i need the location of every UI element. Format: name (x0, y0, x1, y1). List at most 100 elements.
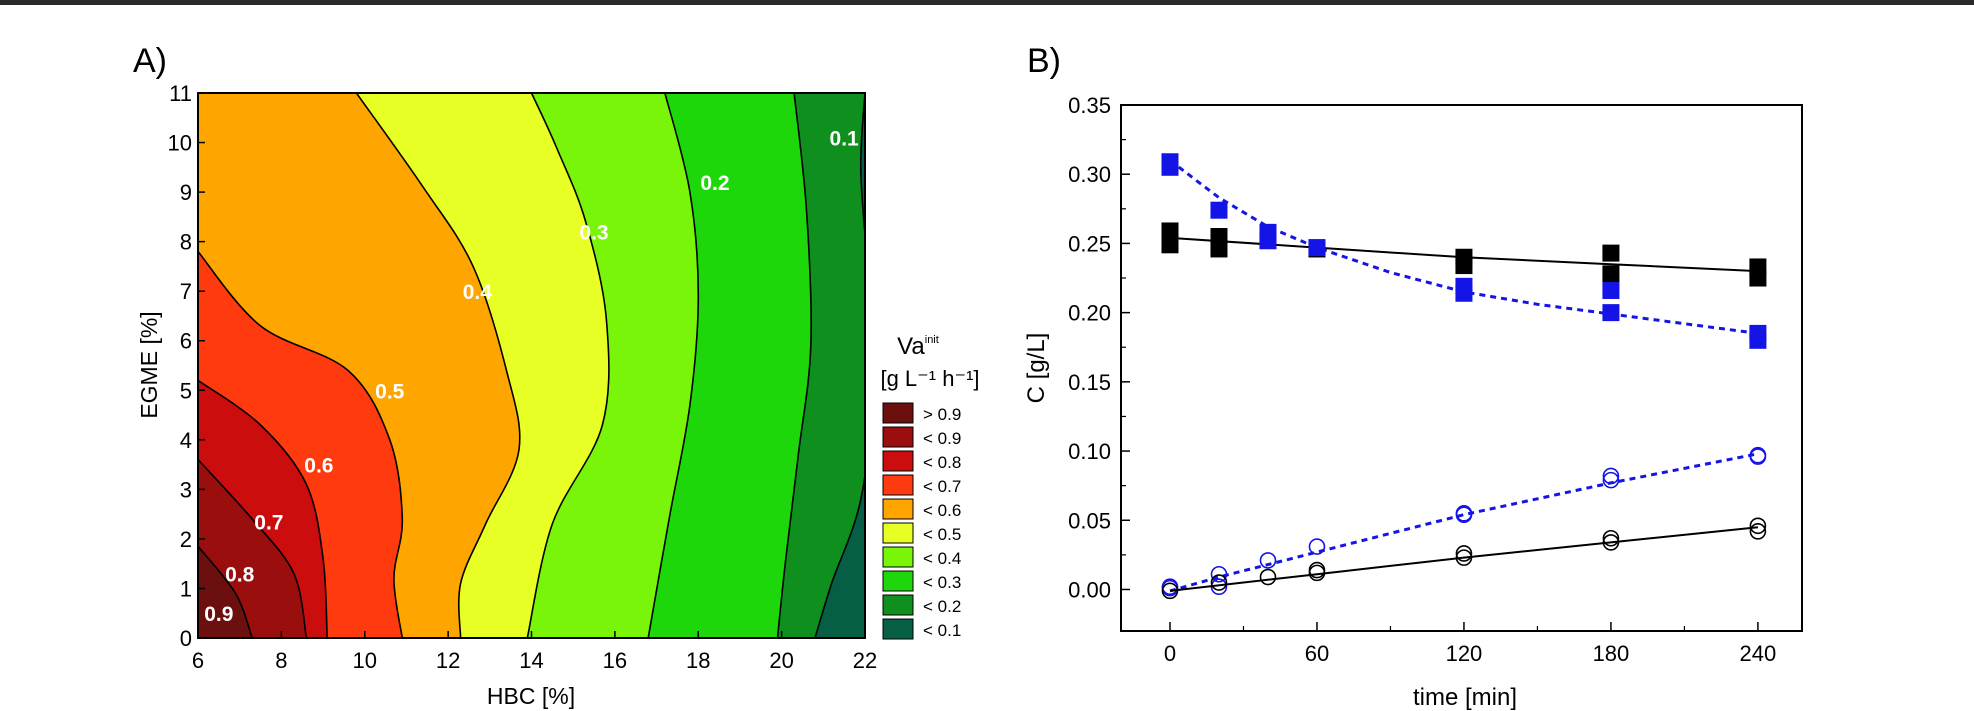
contour-line-0.1 (814, 93, 865, 638)
legend-item-label: < 0.7 (923, 477, 961, 496)
data-point-circle (1259, 552, 1277, 569)
x-tick-label: 180 (1593, 641, 1630, 666)
data-point-square (1210, 240, 1228, 258)
contour-line-0.3 (647, 93, 700, 638)
legend-item-label: < 0.8 (923, 453, 961, 472)
data-point-square (1749, 269, 1767, 287)
contour-line-0.2 (776, 93, 812, 638)
y-tick-label: 0.30 (1068, 162, 1111, 187)
panel-b-label: B) (1027, 42, 1061, 80)
panel-a-x-ticks: 6 8 10 12 14 16 18 20 22 (192, 631, 877, 673)
legend-swatch (882, 426, 914, 448)
series-0 (1161, 222, 1767, 287)
data-point-circle (1749, 523, 1767, 540)
contour-line-0.5 (355, 93, 521, 638)
panel-a-label: A) (133, 42, 167, 80)
legend-title-superscript: init (925, 334, 939, 346)
data-point-square (1259, 232, 1277, 250)
contour-label: 0.7 (254, 512, 283, 535)
contour-band-0.9 (198, 546, 253, 638)
panel-a-y-axis-label: EGME [%] (136, 311, 162, 418)
y-tick-label: 11 (169, 81, 192, 106)
panel-b-x-axis-label: time [min] (1413, 684, 1517, 711)
legend-title-main: Va (897, 333, 925, 360)
data-point-circle (1602, 529, 1620, 547)
contour-label: 0.2 (700, 172, 729, 195)
y-tick-label: 3 (180, 477, 192, 502)
y-tick-label: 5 (180, 378, 192, 403)
contour-label: 0.5 (375, 380, 405, 403)
y-tick-label: 9 (180, 180, 192, 205)
contour-line-0.9 (198, 545, 253, 638)
top-border-bar (0, 0, 1974, 5)
legend-item-label: < 0.3 (923, 573, 961, 592)
data-point-circle (1455, 545, 1473, 562)
x-tick-label: 12 (436, 648, 460, 673)
legend-title: Vainit (897, 333, 939, 360)
data-point-circle (1161, 578, 1179, 596)
legend-swatch (882, 618, 914, 640)
data-point-square (1161, 158, 1179, 176)
legend-item-label: < 0.6 (923, 501, 961, 520)
panel-a-legend: Vainit [g L⁻¹ h⁻¹] > 0.9 < 0.9 < 0.8 < 0.7 <… (880, 333, 979, 640)
x-tick-label: 14 (519, 648, 543, 673)
contour-line-0.4 (526, 93, 610, 638)
legend-item-label: < 0.5 (923, 525, 961, 544)
contour-label: 0.9 (204, 603, 233, 626)
data-point-circle (1455, 506, 1473, 524)
data-point-circle (1308, 538, 1326, 555)
data-point-square (1210, 201, 1228, 219)
y-tick-label: 0.25 (1068, 231, 1111, 256)
x-tick-label: 22 (853, 648, 877, 673)
data-point-circle (1602, 467, 1620, 485)
panel-b-y-axis-label: C [g/L] (1023, 333, 1050, 404)
x-tick-label: 10 (353, 648, 377, 673)
legend-item-label: > 0.9 (923, 405, 961, 424)
panel-b-y-ticks: 0.00 0.05 0.10 0.15 0.20 0.25 0.30 0.35 (1068, 93, 1130, 602)
data-point-circle (1455, 549, 1473, 566)
series-3 (1161, 517, 1767, 600)
y-tick-label: 4 (180, 428, 192, 453)
y-tick-label: 1 (180, 576, 192, 601)
contour-label: 0.1 (830, 128, 860, 151)
y-tick-label: 10 (168, 131, 192, 156)
contour-label: 0.3 (579, 222, 608, 245)
data-point-square (1602, 304, 1620, 322)
y-tick-label: 0.05 (1068, 508, 1111, 533)
x-tick-label: 20 (769, 648, 793, 673)
data-point-circle (1749, 448, 1767, 465)
y-tick-label: 6 (180, 329, 192, 354)
data-point-circle (1308, 564, 1326, 582)
legend-swatch (882, 522, 914, 544)
legend-swatch (882, 594, 914, 616)
legend-item-label: < 0.2 (923, 597, 961, 616)
series-2 (1161, 446, 1767, 597)
data-point-circle (1749, 517, 1767, 535)
y-tick-label: 0.20 (1068, 301, 1111, 326)
data-point-square (1602, 265, 1620, 283)
series-1 (1161, 153, 1767, 349)
contour-label: 0.6 (304, 455, 333, 478)
fit-line (1169, 159, 1759, 335)
data-point-circle (1210, 565, 1228, 583)
data-point-square (1602, 244, 1620, 262)
data-point-square (1749, 331, 1767, 349)
panel-b: B) 0 60 120 180 240 0.00 0.05 0.10 0.15 0.20 0.25… (1023, 42, 1803, 711)
legend-swatch (882, 474, 914, 496)
data-point-circle (1602, 534, 1620, 551)
x-tick-label: 0 (1164, 641, 1176, 666)
contour-line-0.7 (198, 379, 328, 638)
data-point-square (1161, 236, 1179, 254)
data-point-circle (1259, 568, 1277, 586)
contour-label: 0.4 (463, 281, 493, 304)
data-point-square (1161, 222, 1179, 240)
data-point-square (1308, 239, 1326, 257)
y-tick-label: 7 (180, 279, 192, 304)
contour-line-0.8 (198, 459, 308, 638)
legend-swatch (882, 450, 914, 472)
panel-b-frame (1120, 104, 1803, 632)
contour-line-0.6 (198, 250, 404, 638)
panel-b-series (1161, 153, 1767, 600)
legend-item-label: < 0.4 (923, 549, 961, 568)
